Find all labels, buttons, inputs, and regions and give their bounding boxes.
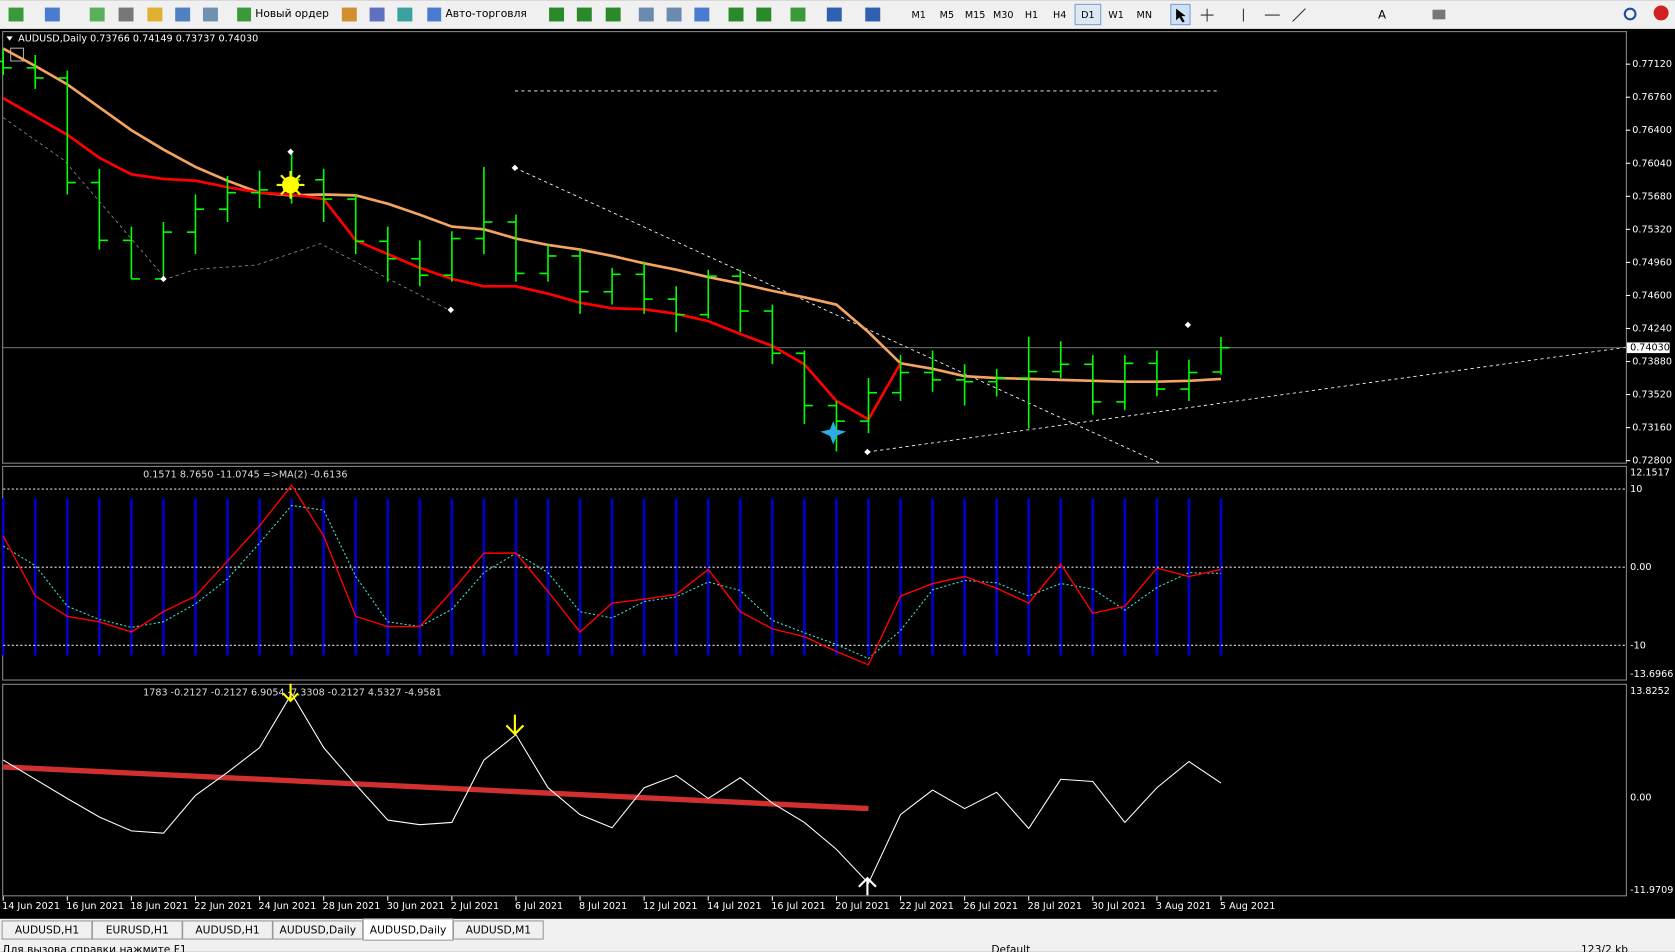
timeframe-button[interactable]: H1 [1025,10,1038,21]
indicator1-red [2,483,1222,666]
toolbar-icons: A [8,3,1669,26]
date-label: 26 Jul 2021 [964,901,1018,912]
tab-label[interactable]: AUDUSD,H1 [195,924,259,937]
timeframes: M1 M5 M15 M30 H1 H4 D1 W1 MN [911,3,1152,26]
indicator1-tick-label: 12.1517 [1630,467,1670,478]
chart-header: AUDUSD,Daily 0.73766 0.74149 0.73737 0.7… [18,34,258,45]
date-label: 8 Jul 2021 [579,901,627,912]
date-label: 16 Jun 2021 [66,901,124,912]
timeframe-button[interactable]: W1 [1108,10,1124,21]
tab-label[interactable]: AUDUSD,Daily [370,924,447,937]
date-label: 28 Jun 2021 [323,901,381,912]
signal-icons [160,148,1192,896]
status-profile: Default [991,943,1030,952]
indicator1-label: 0.1571 8.7650 -11.0745 =>MA(2) -0.6136 [143,469,347,480]
indicator2-tick-label: -11.9709 [1630,885,1673,896]
date-label: 14 Jun 2021 [2,901,60,912]
timeframe-button[interactable]: M15 [965,10,986,21]
indicator2-tick-label: 13.8252 [1630,686,1670,697]
ma-orange [2,47,1222,384]
timeframe-button[interactable]: M30 [993,10,1014,21]
date-label: 30 Jul 2021 [1092,901,1146,912]
date-label: 22 Jul 2021 [899,901,953,912]
price-tick-label: 0.75320 [1632,224,1672,235]
date-label: 6 Jul 2021 [515,901,563,912]
price-tick-label: 0.74960 [1632,257,1672,268]
date-label: 28 Jul 2021 [1028,901,1082,912]
svg-text:A: A [1378,8,1386,22]
chart-area [0,28,1675,919]
price-tick-label: 0.76760 [1632,92,1672,103]
price-tick-label: 0.77120 [1632,59,1672,70]
indicator1-tick-label: 10 [1630,484,1642,495]
plot: 0.77120 0.76760 0.76400 0.76040 0.75680 0.753… [0,47,1673,912]
price-tick-label: 0.73520 [1632,390,1672,401]
timeframe-button[interactable]: MN [1137,10,1152,21]
tab[interactable] [452,920,544,940]
date-label: 18 Jun 2021 [130,901,188,912]
tabs: AUDUSD,H1 EURUSD,H1 AUDUSD,H1 AUDUSD,Daily A… [1,918,544,941]
price-tick-label: 0.73160 [1632,423,1672,434]
status-traffic: 123/2 kb [1581,943,1628,952]
status-help: Для вызова справки нажмите F1 [2,943,187,952]
current-price-label: 0.74030 [1630,343,1670,354]
indicator1-cyan [2,504,1222,660]
date-label: 14 Jul 2021 [707,901,761,912]
date-label: 5 Aug 2021 [1220,901,1275,912]
price-tick-label: 0.76040 [1632,158,1672,169]
indicator1-tick-label: -13.6966 [1630,669,1673,680]
auto-trading-button[interactable]: Авто-торговля [445,7,526,20]
indicator2-white [2,692,1222,885]
status-bar: Для вызова справки нажмите F1 Default 12… [2,943,1628,952]
price-tick-label: 0.75680 [1632,191,1672,202]
date-label: 22 Jun 2021 [194,901,252,912]
date-label: 2 Jul 2021 [451,901,499,912]
indicator1-tick-label: 0.00 [1630,562,1651,573]
current-price-box [1626,342,1670,354]
indicator1-tick-label: -10 [1630,640,1646,651]
indicator2-tick-label: 0.00 [1630,793,1651,804]
toolbar-labels: Новый ордер Авто-торговля [255,7,527,20]
header-arrow [6,36,13,41]
date-label: 24 Jun 2021 [259,901,317,912]
tab-label[interactable]: AUDUSD,M1 [466,924,532,937]
date-label: 30 Jun 2021 [387,901,445,912]
price-tick-label: 0.73880 [1632,357,1672,368]
tab-label[interactable]: AUDUSD,Daily [280,924,357,937]
price-tick-label: 0.76400 [1632,125,1672,136]
annotations [2,90,1626,464]
tab-label[interactable]: AUDUSD,H1 [15,924,79,937]
timeframe-active [1074,3,1102,26]
indicator2-trend [3,764,869,812]
indicator2-label: 1783 -0.2127 -0.2127 6.9054 -7.3308 -0.2… [143,687,442,698]
timeframe-button[interactable]: M1 [911,10,925,21]
date-label: 3 Aug 2021 [1156,901,1211,912]
price-tick-label: 0.74240 [1632,323,1672,334]
timeframe-button[interactable]: D1 [1081,10,1095,21]
new-order-button[interactable]: Новый ордер [255,7,329,20]
collapse-button[interactable] [10,47,25,62]
price-tick-label: 0.74600 [1632,290,1672,301]
tab-label[interactable]: EURUSD,H1 [106,924,169,937]
date-label: 16 Jul 2021 [771,901,825,912]
price-tick-label: 0.72800 [1632,456,1672,467]
date-label: 20 Jul 2021 [835,901,889,912]
timeframe-button[interactable]: M5 [940,10,954,21]
date-label: 12 Jul 2021 [643,901,697,912]
timeframe-button[interactable]: H4 [1053,10,1066,21]
